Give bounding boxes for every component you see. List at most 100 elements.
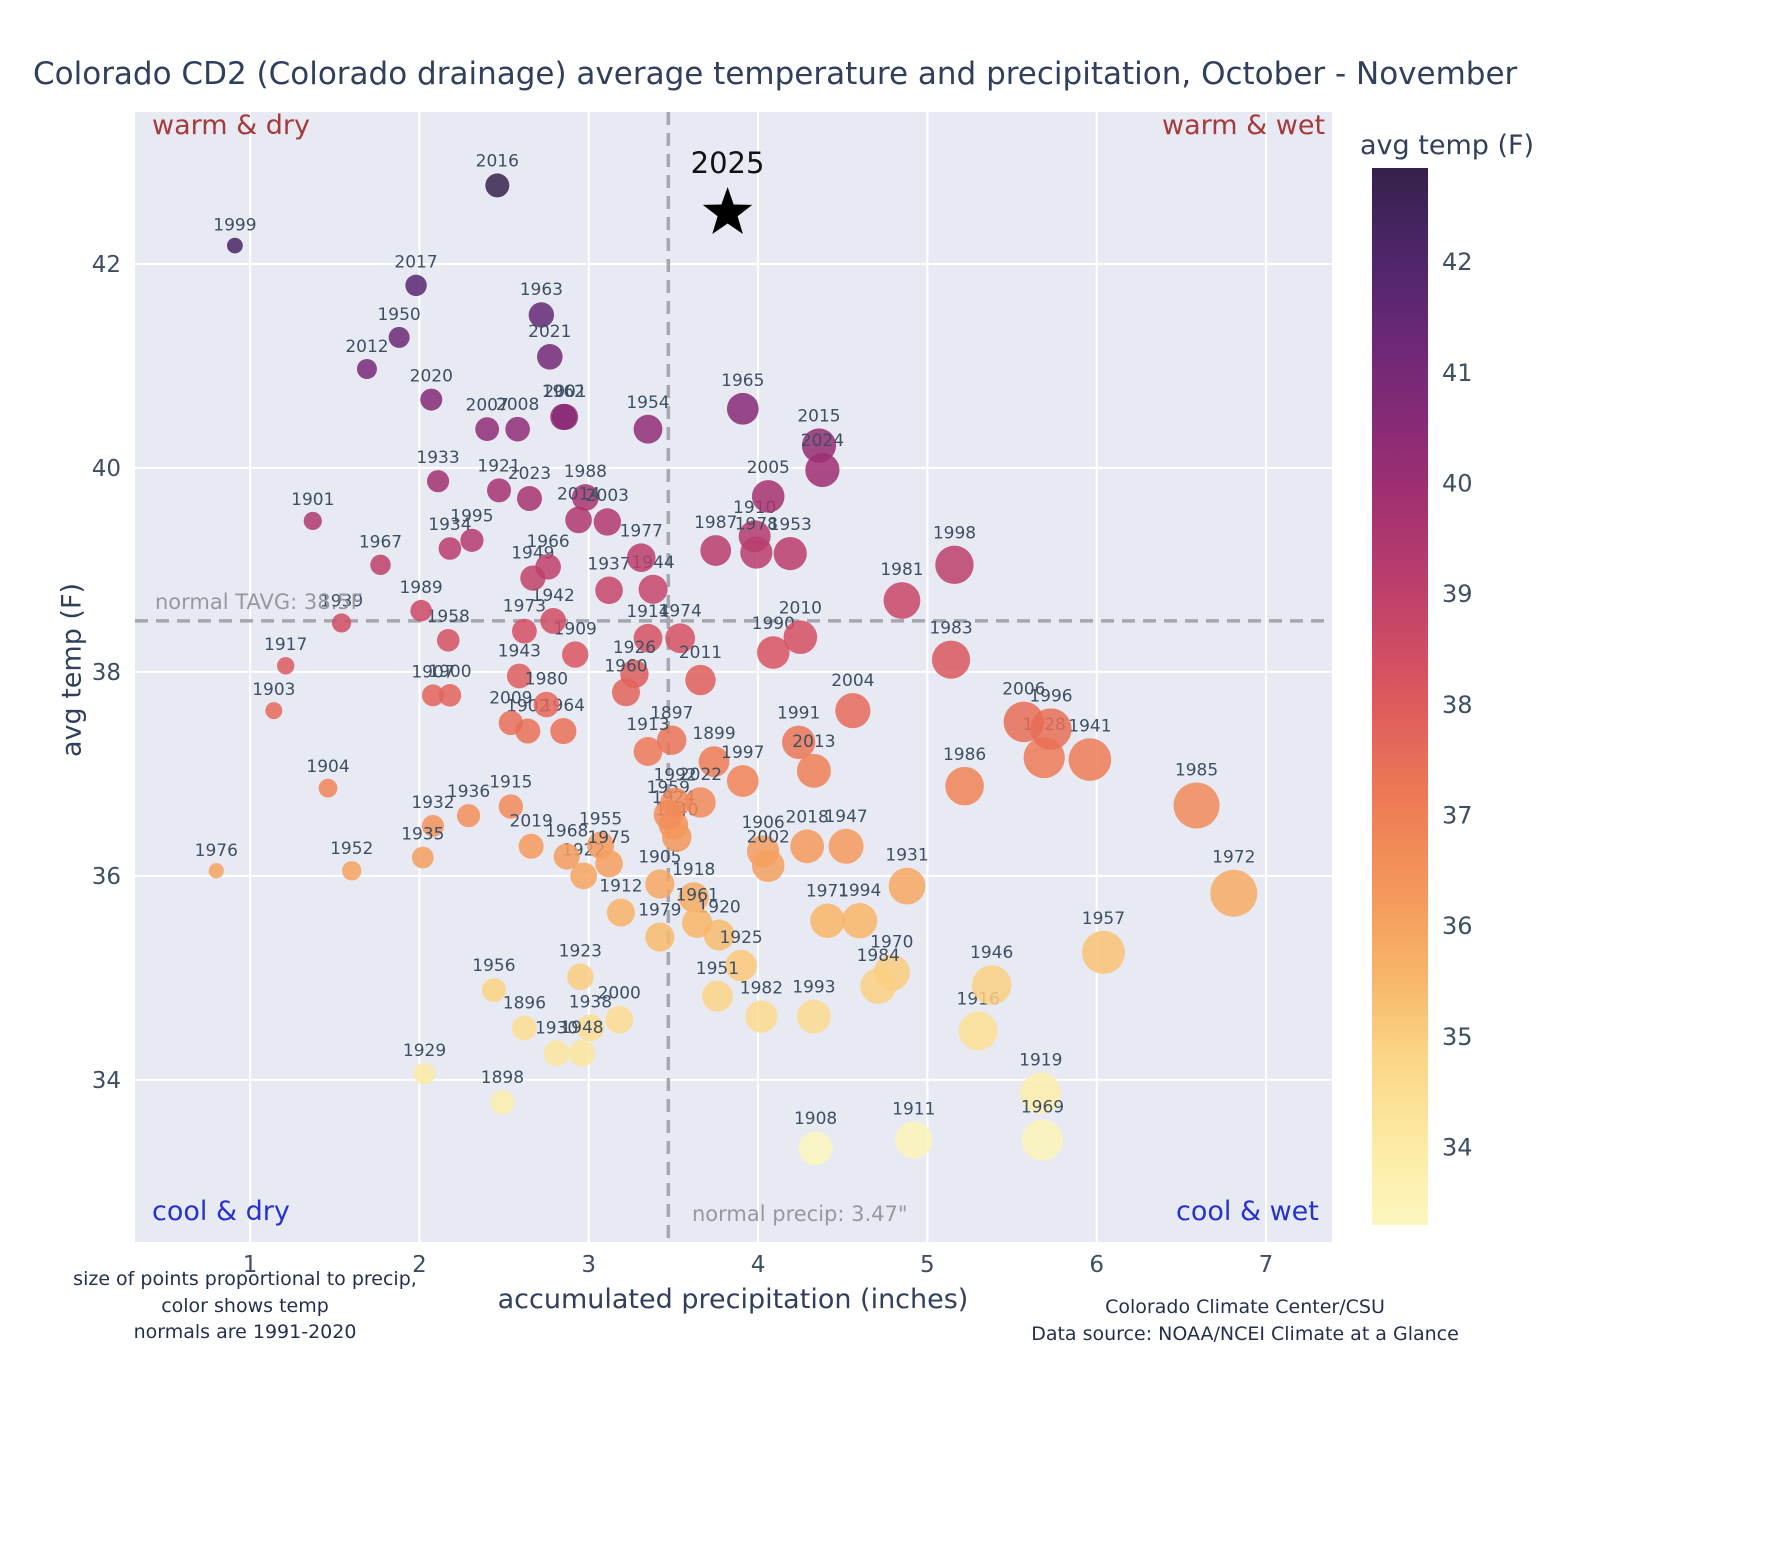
data-point-1991[interactable]	[781, 725, 816, 759]
data-point-1999[interactable]	[226, 237, 243, 254]
data-point-1974[interactable]	[665, 623, 696, 654]
data-point-2008[interactable]	[505, 416, 530, 442]
data-point-1994[interactable]	[841, 903, 878, 939]
data-point-2000[interactable]	[605, 1005, 634, 1034]
data-point-1971[interactable]	[810, 903, 845, 938]
star-2025[interactable]	[702, 187, 753, 234]
data-point-1989[interactable]	[410, 599, 432, 622]
data-point-1969[interactable]	[1021, 1119, 1064, 1161]
data-point-1984[interactable]	[860, 968, 897, 1005]
data-point-1975[interactable]	[595, 849, 623, 878]
data-point-1936[interactable]	[456, 804, 481, 828]
data-point-2002[interactable]	[751, 849, 785, 882]
data-point-2013[interactable]	[796, 753, 831, 788]
data-point-1985[interactable]	[1173, 782, 1220, 829]
data-point-1932[interactable]	[421, 814, 444, 837]
data-point-1922[interactable]	[570, 862, 598, 890]
data-point-1943[interactable]	[506, 663, 532, 689]
data-point-1925[interactable]	[725, 949, 757, 982]
data-point-1939[interactable]	[331, 613, 352, 633]
data-point-1907[interactable]	[421, 684, 444, 707]
data-point-1981[interactable]	[883, 582, 921, 619]
data-point-2019[interactable]	[518, 833, 544, 859]
data-point-1919[interactable]	[1020, 1072, 1062, 1114]
data-point-1967[interactable]	[370, 554, 391, 576]
data-point-1953[interactable]	[773, 536, 807, 571]
data-point-1915[interactable]	[498, 794, 524, 819]
data-point-2004[interactable]	[835, 693, 871, 729]
data-point-1986[interactable]	[945, 766, 984, 806]
data-point-2022[interactable]	[685, 787, 716, 818]
data-point-1960[interactable]	[611, 678, 640, 707]
data-point-1951[interactable]	[701, 980, 733, 1012]
data-point-2016[interactable]	[485, 173, 510, 198]
data-point-2024[interactable]	[805, 452, 840, 488]
data-point-1946[interactable]	[971, 965, 1012, 1005]
data-point-1968[interactable]	[553, 843, 580, 870]
data-point-1963[interactable]	[528, 302, 555, 328]
data-point-1941[interactable]	[1068, 738, 1112, 781]
data-point-1914[interactable]	[633, 623, 663, 653]
data-point-2003[interactable]	[593, 508, 622, 536]
data-point-1921[interactable]	[487, 478, 512, 503]
data-point-1938[interactable]	[576, 1014, 604, 1042]
data-point-1912[interactable]	[606, 898, 635, 927]
data-point-1896[interactable]	[512, 1015, 537, 1041]
data-point-1978[interactable]	[740, 536, 773, 569]
data-point-1980[interactable]	[533, 691, 560, 718]
data-point-1983[interactable]	[931, 640, 971, 679]
data-point-1899[interactable]	[698, 746, 730, 778]
data-point-1897[interactable]	[657, 725, 687, 755]
data-point-1905[interactable]	[645, 869, 675, 899]
data-point-1948[interactable]	[568, 1040, 596, 1067]
data-point-1944[interactable]	[638, 574, 668, 604]
data-point-1990[interactable]	[756, 636, 790, 669]
data-point-2018[interactable]	[790, 829, 825, 864]
data-point-1957[interactable]	[1081, 930, 1125, 974]
data-point-1977[interactable]	[626, 543, 656, 572]
data-point-1982[interactable]	[745, 1000, 778, 1033]
data-point-1947[interactable]	[828, 828, 864, 864]
data-point-1923[interactable]	[566, 963, 594, 991]
data-point-1935[interactable]	[411, 846, 434, 869]
data-point-1908[interactable]	[798, 1131, 833, 1166]
data-point-1940[interactable]	[661, 822, 692, 852]
data-point-1952[interactable]	[342, 861, 362, 881]
data-point-1950[interactable]	[388, 326, 410, 348]
data-point-1995[interactable]	[460, 528, 484, 552]
data-point-2009[interactable]	[498, 710, 524, 736]
data-point-1998[interactable]	[935, 545, 974, 585]
data-point-2020[interactable]	[420, 388, 443, 411]
data-point-1934[interactable]	[438, 537, 462, 560]
data-point-1987[interactable]	[700, 535, 732, 566]
data-point-1942[interactable]	[540, 608, 567, 634]
data-point-1917[interactable]	[276, 657, 295, 675]
data-point-1954[interactable]	[633, 414, 663, 444]
data-point-1929[interactable]	[413, 1062, 436, 1085]
data-point-1997[interactable]	[726, 765, 759, 797]
data-point-1973[interactable]	[512, 618, 537, 644]
data-point-2021[interactable]	[537, 343, 563, 370]
data-point-1961[interactable]	[681, 907, 713, 938]
data-point-1956[interactable]	[481, 978, 506, 1003]
data-point-2005[interactable]	[751, 480, 785, 513]
data-point-1900[interactable]	[438, 684, 462, 707]
data-point-1901[interactable]	[303, 511, 322, 531]
data-point-1916[interactable]	[958, 1011, 998, 1051]
data-point-1930[interactable]	[543, 1040, 570, 1067]
data-point-1992[interactable]	[660, 787, 690, 818]
data-point-2011[interactable]	[685, 664, 716, 696]
data-point-2007[interactable]	[475, 417, 500, 442]
data-point-2012[interactable]	[356, 359, 377, 380]
data-point-1909[interactable]	[561, 641, 589, 668]
data-point-1903[interactable]	[265, 702, 283, 720]
data-point-1911[interactable]	[895, 1121, 933, 1159]
data-point-1913[interactable]	[633, 737, 663, 766]
data-point-1979[interactable]	[645, 922, 675, 952]
data-point-1976[interactable]	[208, 863, 224, 879]
data-point-1993[interactable]	[796, 999, 831, 1034]
data-point-1904[interactable]	[318, 778, 338, 798]
data-point-2023[interactable]	[516, 486, 542, 512]
data-point-1937[interactable]	[595, 576, 623, 605]
data-point-2014[interactable]	[565, 506, 592, 534]
